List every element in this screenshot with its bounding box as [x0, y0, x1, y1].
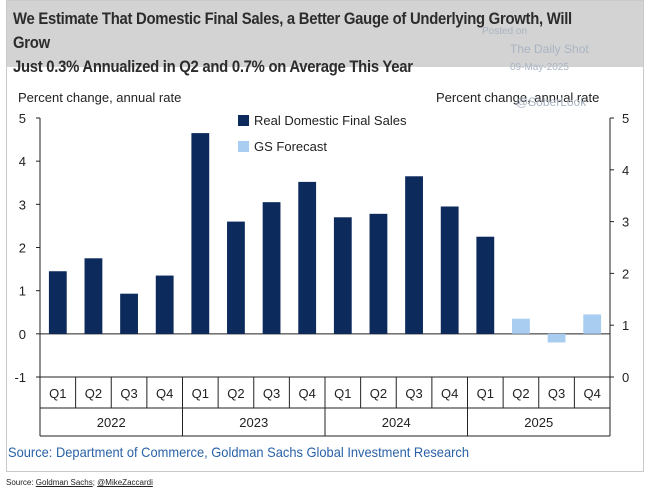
x-tick-label: Q2 — [227, 386, 244, 401]
bar-actual — [84, 258, 103, 334]
bar-actual — [440, 206, 459, 334]
chart-title-line-2: Just 0.3% Annualized in Q2 and 0.7% on A… — [13, 58, 413, 76]
x-tick-label: Q3 — [263, 386, 280, 401]
bar-actual — [191, 133, 210, 334]
x-tick-label: Q1 — [192, 386, 209, 401]
left-axis-title: Percent change, annual rate — [18, 90, 182, 105]
x-tick-label: Q3 — [405, 386, 422, 401]
right-tick-label: 5 — [622, 111, 629, 126]
year-label: 2022 — [97, 415, 126, 430]
right-tick-label: 3 — [622, 215, 629, 230]
chart-title: We Estimate That Domestic Final Sales, a… — [13, 7, 589, 79]
bar-actual — [120, 293, 138, 334]
x-tick-label: Q1 — [477, 386, 494, 401]
left-tick-label: 1 — [19, 284, 26, 299]
x-tick-label: Q2 — [85, 386, 102, 401]
left-tick-label: 3 — [19, 197, 26, 212]
right-axis-title: Percent change, annual rate — [436, 90, 600, 105]
right-tick-label: 2 — [622, 266, 629, 281]
bar-actual — [227, 221, 245, 334]
x-tick-label: Q4 — [156, 386, 173, 401]
bar-actual — [476, 236, 495, 334]
left-tick-label: -1 — [14, 370, 26, 385]
bar-forecast — [547, 333, 566, 343]
left-tick-label: 2 — [19, 241, 26, 256]
year-label: 2024 — [382, 415, 411, 430]
credit-link-goldman[interactable]: Goldman Sachs — [35, 478, 93, 487]
bar-actual — [155, 275, 174, 334]
left-tick-label: 4 — [19, 154, 26, 169]
bar-actual — [405, 176, 423, 334]
watermark-brand: The Daily Shot — [510, 42, 589, 56]
title-band: We Estimate That Domestic Final Sales, a… — [7, 1, 643, 76]
legend-swatch-actual — [238, 115, 249, 126]
bar-actual — [298, 181, 317, 334]
x-tick-label: Q2 — [370, 386, 387, 401]
right-tick-label: 1 — [622, 318, 629, 333]
credit-link-zaccardi[interactable]: @MikeZaccardi — [97, 478, 153, 487]
year-label: 2023 — [239, 415, 268, 430]
legend-label-forecast: GS Forecast — [254, 139, 327, 154]
bar-actual — [262, 202, 281, 334]
left-tick-label: 0 — [19, 327, 26, 342]
x-tick-label: Q1 — [49, 386, 66, 401]
x-tick-label: Q4 — [441, 386, 458, 401]
year-label: 2025 — [524, 415, 553, 430]
x-tick-label: Q4 — [584, 386, 601, 401]
credit-line: Source: Goldman Sachs; @MikeZaccardi — [6, 478, 153, 487]
x-tick-label: Q2 — [512, 386, 529, 401]
legend-label-actual: Real Domestic Final Sales — [254, 113, 407, 128]
bar-forecast — [583, 314, 602, 334]
x-tick-label: Q3 — [548, 386, 565, 401]
bar-actual — [369, 213, 388, 334]
watermark-posted-on: Posted on — [482, 26, 528, 37]
credit-separator: ; — [92, 478, 98, 487]
legend-swatch-forecast — [238, 141, 249, 152]
x-tick-label: Q1 — [334, 386, 351, 401]
credit-prefix: Source: — [6, 478, 36, 487]
left-tick-label: 5 — [19, 111, 26, 126]
watermark-handle: @SoberLook — [516, 95, 587, 109]
x-tick-label: Q3 — [120, 386, 137, 401]
x-tick-label: Q4 — [299, 386, 316, 401]
chart-title-line-1: We Estimate That Domestic Final Sales, a… — [13, 10, 572, 52]
source-note: Source: Department of Commerce, Goldman … — [8, 444, 470, 460]
bar-actual — [333, 217, 352, 334]
right-tick-label: 0 — [622, 370, 629, 385]
right-tick-label: 4 — [622, 163, 629, 178]
bar-forecast — [512, 318, 530, 334]
bar-actual — [48, 271, 67, 334]
watermark-date: 09-May-2025 — [510, 62, 569, 73]
